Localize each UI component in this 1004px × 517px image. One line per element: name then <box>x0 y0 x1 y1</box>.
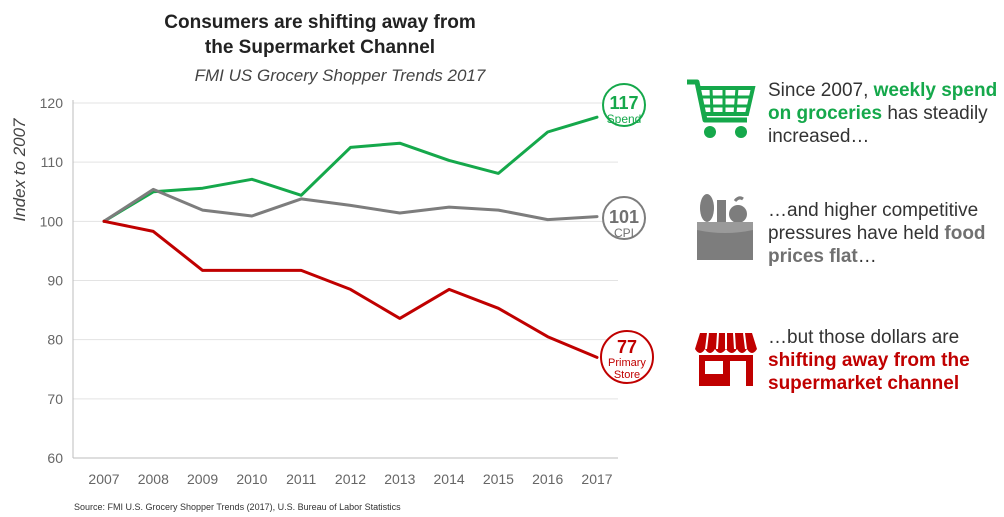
panel-store-pre: …but those dollars are <box>768 327 960 348</box>
x-tick-label: 2013 <box>384 471 415 487</box>
y-tick-label: 100 <box>40 213 64 229</box>
store-end-name-2: Store <box>613 369 641 381</box>
x-tick-label: 2008 <box>138 471 169 487</box>
series-line-cpi <box>102 187 599 223</box>
cpi-end-value: 101 <box>608 207 640 227</box>
series-line-store <box>102 219 599 359</box>
store-end-label: 77 Primary Store <box>600 330 654 384</box>
panel-store-bold: shifting away from the supermarket chann… <box>768 350 970 394</box>
y-tick-label: 120 <box>40 95 64 111</box>
panel-spend-text: Since 2007, weekly spend on groceries ha… <box>768 79 1004 148</box>
cpi-end-name: CPI <box>613 226 634 240</box>
x-tick-label: 2015 <box>483 471 514 487</box>
y-tick-label: 110 <box>41 154 64 170</box>
title-line-2: the Supermarket Channel <box>204 37 436 58</box>
storefront-icon <box>695 332 757 386</box>
x-tick-label: 2010 <box>236 471 267 487</box>
panel-spend-bold: weekly spend on groceries <box>768 80 998 124</box>
x-tick-label: 2011 <box>286 471 316 487</box>
shopping-cart-icon <box>687 79 756 138</box>
cpi-end-label: 101 CPI <box>602 196 646 240</box>
panel-spend-pre: Since 2007, <box>768 80 874 101</box>
panel-store-text: …but those dollars are shifting away fro… <box>768 326 1004 395</box>
y-tick-label: 80 <box>47 332 63 348</box>
store-end-value: 77 <box>616 337 638 357</box>
y-tick-label: 70 <box>47 391 63 407</box>
panel-cpi-text: …and higher competitive pressures have h… <box>768 199 1004 268</box>
panel-cpi-pre: …and higher competitive pressures have h… <box>768 200 979 244</box>
y-axis-label: Index to 2007 <box>10 118 29 222</box>
x-tick-label: 2009 <box>187 471 218 487</box>
y-tick-label: 90 <box>47 273 63 289</box>
panel-spend-post: has steadily increased… <box>768 103 988 147</box>
panel-cpi-bold: food prices flat <box>768 223 986 267</box>
source-note: Source: FMI U.S. Grocery Shopper Trends … <box>74 502 401 512</box>
series-line-spend <box>102 115 599 223</box>
chart-title: Consumers are shifting away from the Sup… <box>150 10 490 60</box>
spend-end-name: Spend <box>606 112 642 126</box>
y-axis-label-wrap: Index to 2007 <box>5 110 29 230</box>
x-tick-label: 2017 <box>581 471 612 487</box>
x-tick-label: 2014 <box>434 471 465 487</box>
x-tick-label: 2012 <box>335 471 366 487</box>
chart-subtitle: FMI US Grocery Shopper Trends 2017 <box>194 66 486 85</box>
y-tick-label: 60 <box>47 450 63 466</box>
x-tick-label: 2016 <box>532 471 563 487</box>
x-tick-label: 2007 <box>88 471 119 487</box>
grocery-bag-icon <box>697 194 753 260</box>
title-line-1: Consumers are shifting away from <box>164 12 476 33</box>
store-end-name-1: Primary <box>608 357 646 369</box>
spend-end-value: 117 <box>609 93 639 113</box>
panel-cpi-post: … <box>857 246 877 267</box>
spend-end-label: 117 Spend <box>602 83 646 127</box>
